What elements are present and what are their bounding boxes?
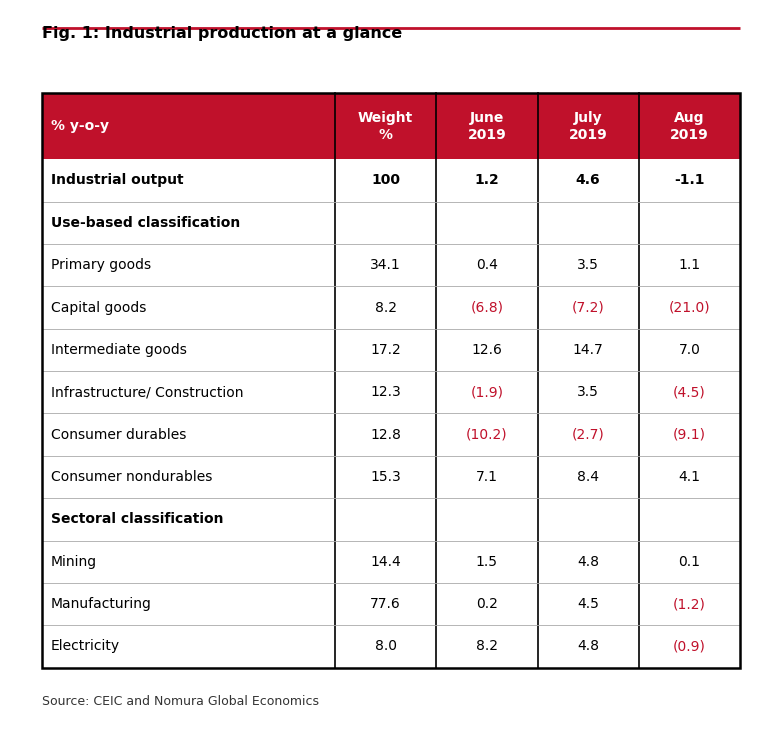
Text: Electricity: Electricity xyxy=(51,639,120,653)
Text: 8.2: 8.2 xyxy=(375,301,397,315)
Text: 3.5: 3.5 xyxy=(577,258,599,272)
Text: (4.5): (4.5) xyxy=(673,385,706,399)
Text: 7.1: 7.1 xyxy=(476,470,498,484)
Text: 4.8: 4.8 xyxy=(577,555,599,568)
Text: (0.9): (0.9) xyxy=(673,639,706,653)
Text: 4.8: 4.8 xyxy=(577,639,599,653)
Text: Infrastructure/ Construction: Infrastructure/ Construction xyxy=(51,385,244,399)
Text: Consumer durables: Consumer durables xyxy=(51,427,186,442)
Text: 8.4: 8.4 xyxy=(577,470,599,484)
Text: 12.6: 12.6 xyxy=(471,343,502,357)
Text: Capital goods: Capital goods xyxy=(51,301,146,315)
Text: 34.1: 34.1 xyxy=(370,258,401,272)
Text: 8.0: 8.0 xyxy=(375,639,397,653)
Text: (1.9): (1.9) xyxy=(471,385,503,399)
Text: 0.1: 0.1 xyxy=(679,555,701,568)
Text: June
2019: June 2019 xyxy=(468,110,506,142)
Text: Mining: Mining xyxy=(51,555,97,568)
Text: 8.2: 8.2 xyxy=(476,639,498,653)
Text: 1.5: 1.5 xyxy=(476,555,498,568)
Text: July
2019: July 2019 xyxy=(568,110,607,142)
Text: Fig. 1: Industrial production at a glance: Fig. 1: Industrial production at a glanc… xyxy=(42,26,402,41)
Bar xyxy=(42,93,740,668)
Text: % y-o-y: % y-o-y xyxy=(51,119,109,134)
Text: 12.3: 12.3 xyxy=(370,385,401,399)
Text: Sectoral classification: Sectoral classification xyxy=(51,513,223,527)
Text: 1.1: 1.1 xyxy=(679,258,701,272)
Text: 14.4: 14.4 xyxy=(370,555,401,568)
Text: Consumer nondurables: Consumer nondurables xyxy=(51,470,213,484)
Text: Manufacturing: Manufacturing xyxy=(51,597,152,611)
Bar xyxy=(42,93,740,160)
Text: Source: CEIC and Nomura Global Economics: Source: CEIC and Nomura Global Economics xyxy=(42,695,319,708)
Text: 77.6: 77.6 xyxy=(370,597,401,611)
Text: Aug
2019: Aug 2019 xyxy=(670,110,709,142)
Text: 4.6: 4.6 xyxy=(576,174,600,187)
Text: 100: 100 xyxy=(371,174,400,187)
Text: (9.1): (9.1) xyxy=(673,427,706,442)
Text: 12.8: 12.8 xyxy=(370,427,401,442)
Text: 1.2: 1.2 xyxy=(474,174,499,187)
Text: 14.7: 14.7 xyxy=(573,343,603,357)
Text: 3.5: 3.5 xyxy=(577,385,599,399)
Text: 0.4: 0.4 xyxy=(476,258,498,272)
Text: Primary goods: Primary goods xyxy=(51,258,151,272)
Text: (1.2): (1.2) xyxy=(673,597,706,611)
Text: 17.2: 17.2 xyxy=(370,343,401,357)
Text: (10.2): (10.2) xyxy=(466,427,508,442)
Text: 4.1: 4.1 xyxy=(679,470,701,484)
Text: 4.5: 4.5 xyxy=(577,597,599,611)
Text: Intermediate goods: Intermediate goods xyxy=(51,343,187,357)
Text: Industrial output: Industrial output xyxy=(51,174,184,187)
Text: 15.3: 15.3 xyxy=(370,470,401,484)
Text: (2.7): (2.7) xyxy=(572,427,604,442)
Text: Use-based classification: Use-based classification xyxy=(51,216,240,230)
Text: (6.8): (6.8) xyxy=(471,301,503,315)
Text: (7.2): (7.2) xyxy=(572,301,604,315)
Text: Weight
%: Weight % xyxy=(358,110,413,142)
Text: (21.0): (21.0) xyxy=(669,301,710,315)
Text: 7.0: 7.0 xyxy=(679,343,701,357)
Text: -1.1: -1.1 xyxy=(674,174,704,187)
Text: 0.2: 0.2 xyxy=(476,597,498,611)
